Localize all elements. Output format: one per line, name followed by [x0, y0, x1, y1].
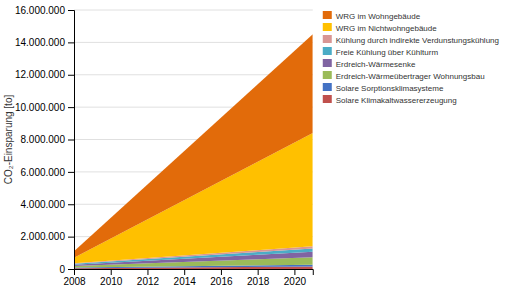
- tick-mark: [111, 269, 112, 275]
- legend-item: WRG im Nichtwohngebäude: [323, 23, 437, 33]
- grid: [74, 10, 313, 269]
- axis-line: [68, 11, 75, 270]
- legend-item: Freie Kühlung über Kühlturm: [323, 47, 439, 57]
- tick-mark: [68, 75, 74, 76]
- tick-mark: [221, 269, 222, 275]
- tick-label: 12.000.000: [15, 69, 65, 80]
- legend-label: Erdreich-Wärmesenke: [336, 60, 416, 69]
- legend: WRG im Wohngebäude WRG im Nichtwohngebäud…: [323, 11, 499, 105]
- tick: 12.000.000: [15, 69, 74, 80]
- tick-label: 2018: [247, 276, 270, 287]
- tick-mark: [68, 237, 74, 238]
- legend-item: Solare Klimakaltwassererzeugung: [323, 95, 457, 105]
- tick-mark: [68, 107, 74, 108]
- legend-item: Solare Sorptionsklimasysteme: [323, 83, 444, 93]
- legend-label: Freie Kühlung über Kühlturm: [336, 48, 439, 57]
- grid-line: [74, 10, 313, 11]
- tick-mark: [68, 42, 74, 43]
- tick-label: 8.000.000: [21, 134, 66, 145]
- legend-swatch: [323, 23, 332, 31]
- legend-label: Erdreich-Wärmeübertrager Wohnungsbau: [336, 72, 485, 81]
- tick: 2010: [100, 269, 123, 287]
- tick: 2.000.000: [21, 231, 75, 242]
- tick-label: 2016: [210, 276, 233, 287]
- tick-mark: [68, 204, 74, 205]
- tick: 0: [59, 264, 74, 275]
- tick: 2012: [137, 269, 160, 287]
- tick-label: 2.000.000: [21, 231, 66, 242]
- legend-item: Erdreich-Wärmesenke: [323, 59, 416, 69]
- tick-mark: [184, 269, 185, 275]
- tick-mark: [68, 269, 74, 270]
- area: [74, 34, 313, 257]
- axis-line: [75, 270, 314, 276]
- legend-swatch: [323, 71, 332, 79]
- areas: [74, 34, 313, 269]
- tick: 2020: [284, 269, 307, 287]
- y-axis-title: CO₂-Einsparung [to]: [3, 95, 14, 185]
- tick-label: 2020: [284, 276, 307, 287]
- legend-swatch: [323, 59, 332, 67]
- tick: 4.000.000: [21, 199, 75, 210]
- tick-label: 2008: [63, 276, 86, 287]
- legend-swatch: [323, 35, 332, 43]
- tick-mark: [147, 269, 148, 275]
- tick-label: 4.000.000: [21, 199, 66, 210]
- tick: 16.000.000: [15, 5, 74, 16]
- tick-label: 10.000.000: [15, 102, 65, 113]
- tick: 2016: [210, 269, 233, 287]
- tick-label: 14.000.000: [15, 37, 65, 48]
- tick: 2008: [63, 269, 86, 287]
- tick-label: 0: [59, 264, 65, 275]
- tick: 8.000.000: [21, 134, 75, 145]
- tick-label: 2012: [137, 276, 160, 287]
- tick-mark: [258, 269, 259, 275]
- legend-swatch: [323, 47, 332, 55]
- legend-item: Kühlung durch indirekte Verdunstungskühl…: [323, 35, 499, 45]
- tick-label: 6.000.000: [21, 167, 66, 178]
- legend-label: Solare Sorptionsklimasysteme: [336, 84, 444, 93]
- tick-mark: [68, 140, 74, 141]
- legend-label: WRG im Nichtwohngebäude: [336, 24, 437, 33]
- tick-label: 2010: [100, 276, 123, 287]
- legend-swatch: [323, 95, 332, 103]
- tick-mark: [68, 172, 74, 173]
- legend-label: WRG im Wohngebäude: [336, 12, 421, 21]
- tick-label: 2014: [174, 276, 197, 287]
- legend-item: WRG im Wohngebäude: [323, 11, 421, 21]
- tick-label: 16.000.000: [15, 5, 65, 16]
- tick: 6.000.000: [21, 167, 75, 178]
- y-axis: 0 2.000.000 4.000.000 6.000.000 8.000.000 10.…: [15, 5, 75, 275]
- tick: 14.000.000: [15, 37, 74, 48]
- x-axis: 2008 2010 2012 2014 2016 2018 2020: [63, 269, 313, 287]
- tick-mark: [68, 10, 74, 11]
- tick: 10.000.000: [15, 102, 74, 113]
- plot: 2008 2010 2012 2014 2016 2018 2020 0 2.000.000 4.…: [15, 5, 313, 287]
- tick-mark: [294, 269, 295, 275]
- legend-label: Solare Klimakaltwassererzeugung: [336, 96, 457, 105]
- grid-line: [74, 42, 313, 43]
- tick: 2014: [174, 269, 197, 287]
- legend-swatch: [323, 11, 332, 19]
- legend-swatch: [323, 83, 332, 91]
- legend-item: Erdreich-Wärmeübertrager Wohnungsbau: [323, 71, 485, 81]
- chart: WRG im Wohngebäude WRG im Nichtwohngebäud…: [0, 0, 505, 293]
- tick: 2018: [247, 269, 270, 287]
- legend-label: Kühlung durch indirekte Verdunstungskühl…: [336, 36, 499, 45]
